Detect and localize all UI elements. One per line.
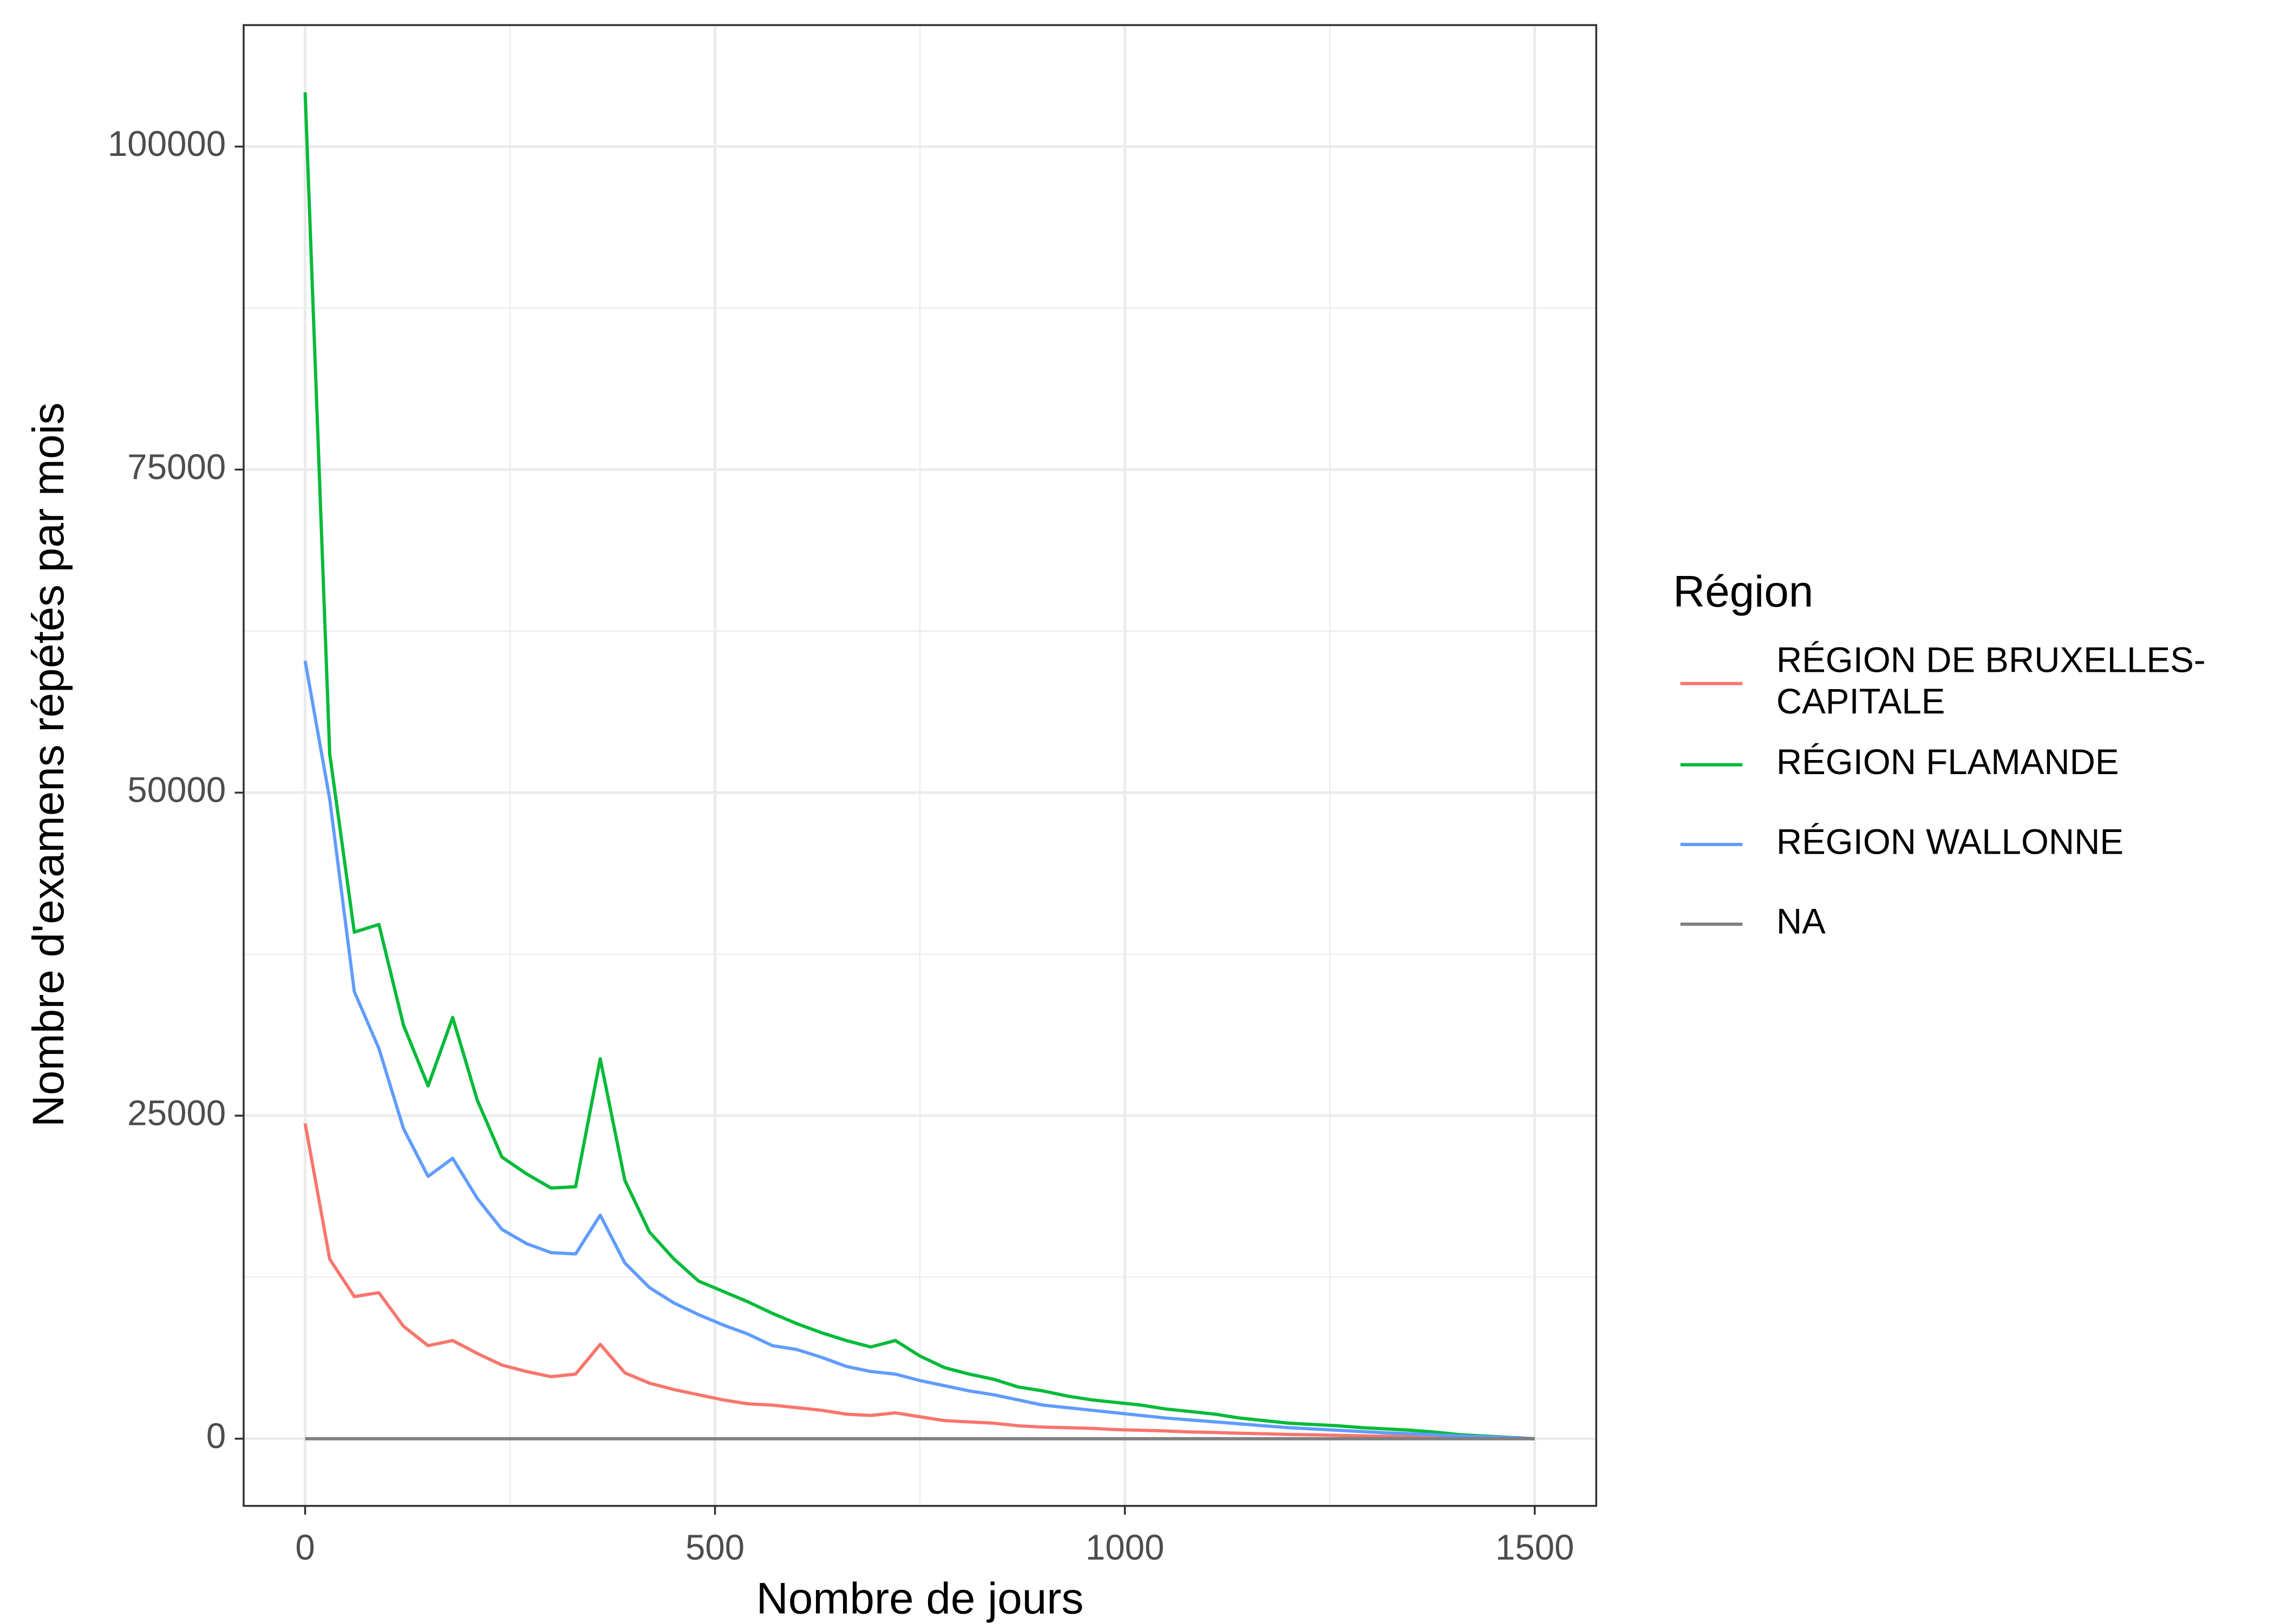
panel-border [243, 24, 1597, 1507]
data-line [303, 660, 1535, 1440]
x-tick-label: 500 [685, 1528, 744, 1567]
data-line [303, 1123, 1535, 1440]
y-tick-label: 75000 [127, 447, 226, 487]
x-tick-label: 1500 [1495, 1528, 1574, 1567]
legend-label: RÉGION FLAMANDE [1776, 742, 2119, 782]
x-axis-title: Nombre de jours [756, 1574, 1084, 1623]
legend-label: RÉGION DE BRUXELLES-CAPITALE [1776, 640, 2206, 721]
y-tick-label: 50000 [127, 770, 226, 810]
y-axis-title: Nombre d'examens répétés par mois [24, 402, 73, 1127]
y-tick-label: 100000 [108, 124, 226, 163]
x-tick-label: 0 [295, 1528, 315, 1567]
data-line [303, 92, 1535, 1440]
y-tick-label: 0 [206, 1416, 226, 1456]
y-tick-label: 25000 [127, 1093, 226, 1132]
axes: 0 500 1000 1500 0 25000 50000 75000 100000 [108, 124, 1574, 1567]
legend: RÉGION DE BRUXELLES-CAPITALE RÉGION FLAMA… [1680, 640, 2206, 941]
legend-title: Région [1673, 567, 1813, 617]
plot-lines [303, 92, 1535, 1440]
legend-label: NA [1776, 902, 1826, 941]
legend-label: RÉGION WALLONNE [1776, 822, 2123, 861]
x-tick-label: 1000 [1086, 1528, 1165, 1567]
